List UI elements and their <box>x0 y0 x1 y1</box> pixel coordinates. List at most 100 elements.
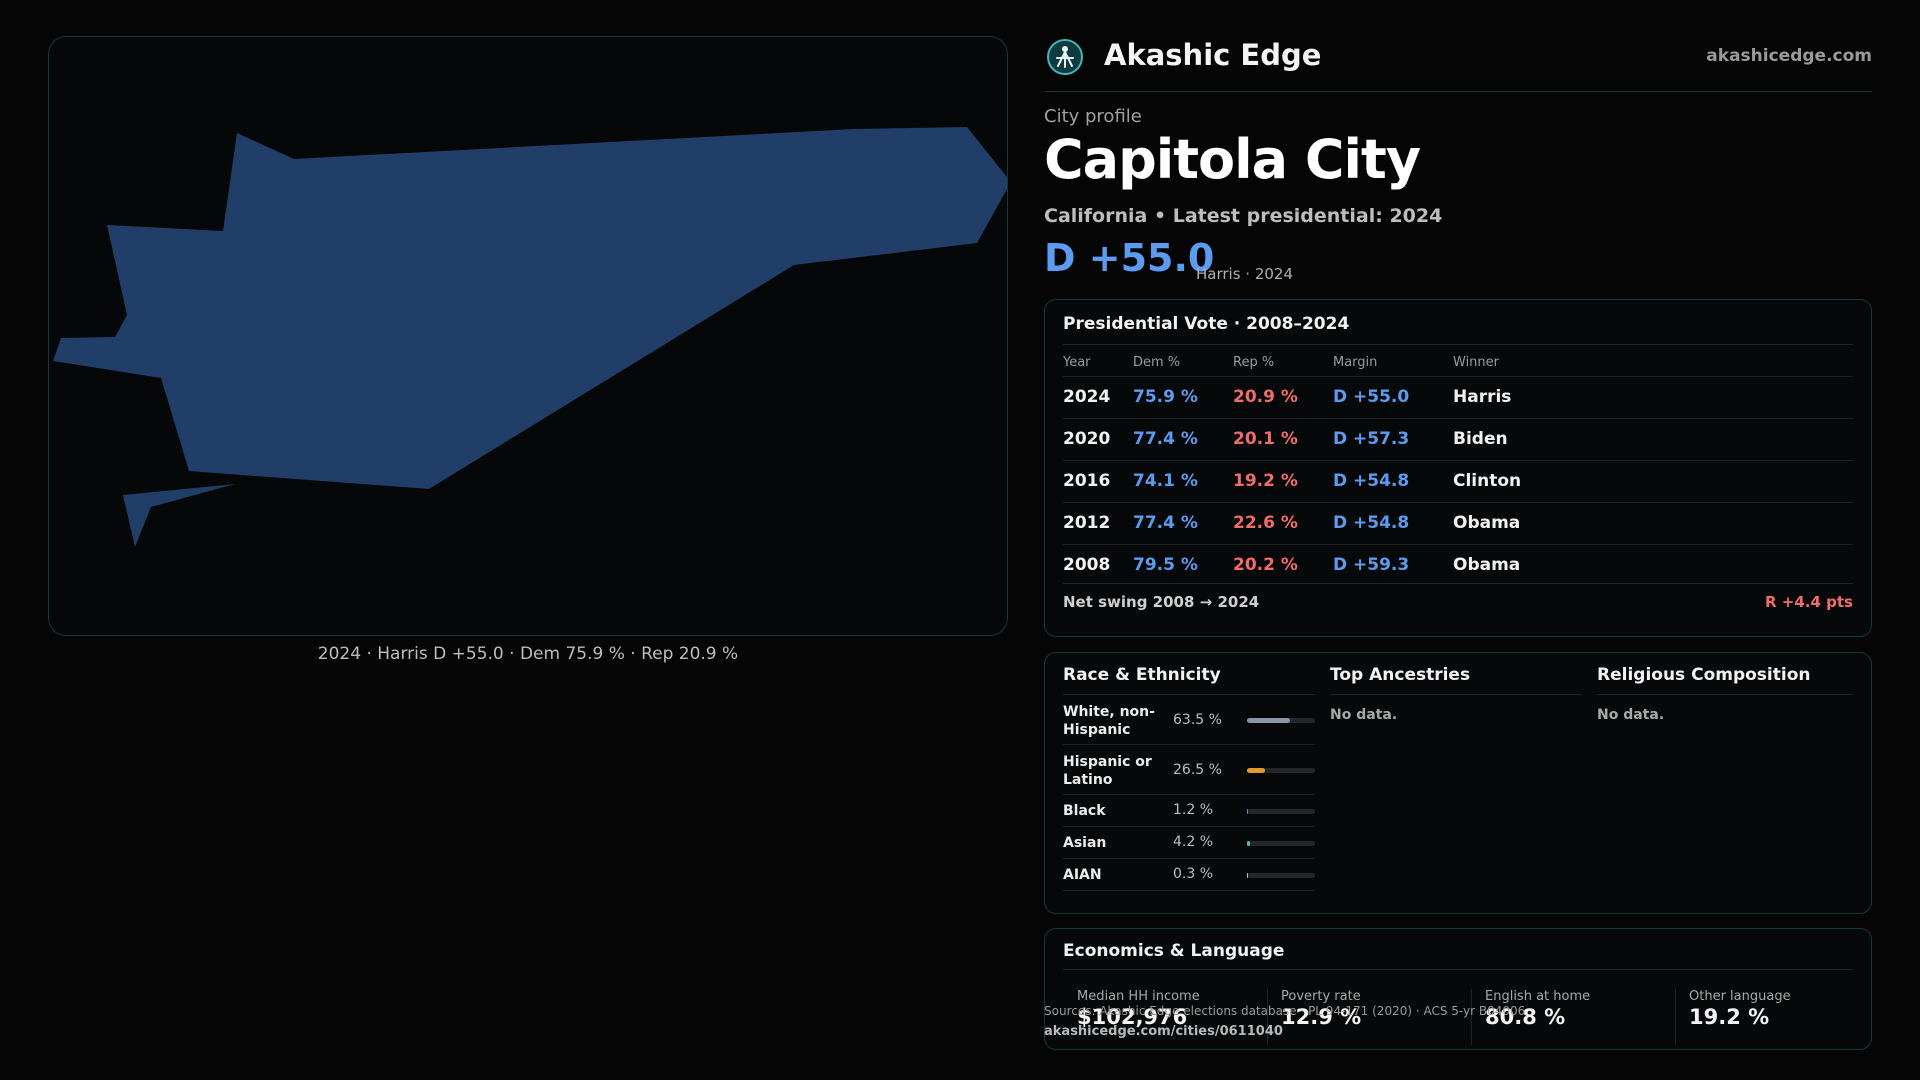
race-label: Black <box>1063 803 1106 819</box>
brand-name[interactable]: Akashic Edge <box>1104 38 1322 72</box>
race-bar <box>1247 768 1315 773</box>
city-map[interactable] <box>48 36 1008 636</box>
sources-note: Sources: Akashic Edge elections database… <box>1044 1004 1526 1018</box>
row-winner: Obama <box>1453 555 1521 575</box>
race-value: 26.5 % <box>1173 762 1222 778</box>
demographics-card: Race & Ethnicity White, non-Hispanic 63.… <box>1044 652 1872 914</box>
race-bar <box>1247 873 1315 878</box>
race-label: Asian <box>1063 835 1107 851</box>
table-row: 2012 77.4 % 22.6 % D +54.8 Obama <box>1063 502 1853 544</box>
row-year: 2024 <box>1063 387 1111 407</box>
stat-english-at-home: English at home 80.8 % <box>1471 989 1661 1045</box>
row-margin: D +55.0 <box>1333 387 1410 407</box>
city-boundary-shape <box>53 127 1007 489</box>
row-dem: 74.1 % <box>1133 471 1198 491</box>
race-value: 0.3 % <box>1173 866 1214 882</box>
divider <box>1063 344 1853 345</box>
akashic-edge-logo-icon[interactable] <box>1046 38 1084 76</box>
stat-other-language: Other language 19.2 % <box>1675 989 1865 1045</box>
brand-url-link[interactable]: akashicedge.com <box>1706 46 1872 66</box>
city-boundary-sliver <box>123 484 235 547</box>
net-swing-value: R +4.4 pts <box>1765 593 1853 611</box>
race-row: AIAN 0.3 % <box>1063 859 1315 891</box>
row-year: 2012 <box>1063 513 1111 533</box>
table-row: 2008 79.5 % 20.2 % D +59.3 Obama <box>1063 544 1853 586</box>
race-label: AIAN <box>1063 867 1102 883</box>
row-rep: 20.9 % <box>1233 387 1298 407</box>
table-row: 2016 74.1 % 19.2 % D +54.8 Clinton <box>1063 460 1853 502</box>
row-year: 2020 <box>1063 429 1111 449</box>
race-bar-fill <box>1247 809 1249 814</box>
profile-subtitle: California • Latest presidential: 2024 <box>1044 205 1443 227</box>
city-boundary-map <box>53 127 1007 547</box>
table-row: 2020 77.4 % 20.1 % D +57.3 Biden <box>1063 418 1853 460</box>
race-label: White, non-Hispanic <box>1063 704 1155 738</box>
brand-header: Akashic Edge akashicedge.com <box>1044 34 1872 92</box>
col-header-rep: Rep % <box>1233 355 1275 370</box>
race-value: 63.5 % <box>1173 712 1222 728</box>
row-margin: D +54.8 <box>1333 471 1410 491</box>
row-dem: 77.4 % <box>1133 513 1198 533</box>
page-title: Capitola City <box>1044 128 1421 191</box>
stat-label: Median HH income <box>1077 989 1200 1004</box>
ancestries-empty: No data. <box>1330 707 1398 723</box>
stat-median-income: Median HH income $102,976 <box>1063 989 1253 1045</box>
col-header-year: Year <box>1063 355 1091 370</box>
race-row: White, non-Hispanic 63.5 % <box>1063 695 1315 745</box>
vote-table-header: Year Dem % Rep % Margin Winner <box>1063 350 1853 376</box>
profile-type-label: City profile <box>1044 106 1142 127</box>
race-row: Asian 4.2 % <box>1063 827 1315 859</box>
permalink[interactable]: akashicedge.com/cities/0611040 <box>1044 1024 1283 1039</box>
row-dem: 79.5 % <box>1133 555 1198 575</box>
race-ethnicity-section: Race & Ethnicity White, non-Hispanic 63.… <box>1063 665 1315 891</box>
race-bar <box>1247 809 1315 814</box>
stat-value: 12.9 % <box>1281 1005 1362 1029</box>
stat-value: 19.2 % <box>1689 1005 1770 1029</box>
row-margin: D +57.3 <box>1333 429 1410 449</box>
race-bar-fill <box>1247 841 1250 846</box>
ancestries-title: Top Ancestries <box>1330 665 1582 695</box>
row-winner: Obama <box>1453 513 1521 533</box>
stat-label: Poverty rate <box>1281 989 1361 1004</box>
row-rep: 19.2 % <box>1233 471 1298 491</box>
profile-panel: Akashic Edge akashicedge.com City profil… <box>1044 0 1872 1080</box>
row-rep: 20.1 % <box>1233 429 1298 449</box>
race-ethnicity-title: Race & Ethnicity <box>1063 665 1315 695</box>
row-winner: Harris <box>1453 387 1512 407</box>
economics-title: Economics & Language <box>1063 941 1285 961</box>
net-swing-label: Net swing 2008 → 2024 <box>1063 593 1260 611</box>
race-bar-fill <box>1247 873 1249 878</box>
vote-card-title: Presidential Vote · 2008–2024 <box>1063 314 1350 334</box>
row-rep: 22.6 % <box>1233 513 1298 533</box>
stat-value: 80.8 % <box>1485 1005 1566 1029</box>
col-header-margin: Margin <box>1333 355 1378 370</box>
race-row: Black 1.2 % <box>1063 795 1315 827</box>
col-header-winner: Winner <box>1453 355 1500 370</box>
map-caption: 2024 · Harris D +55.0 · Dem 75.9 % · Rep… <box>317 644 739 664</box>
row-dem: 77.4 % <box>1133 429 1198 449</box>
race-value: 1.2 % <box>1173 802 1214 818</box>
stat-label: Other language <box>1689 989 1791 1004</box>
race-value: 4.2 % <box>1173 834 1214 850</box>
table-row: 2024 75.9 % 20.9 % D +55.0 Harris <box>1063 376 1853 418</box>
net-swing-row: Net swing 2008 → 2024 R +4.4 pts <box>1063 583 1853 623</box>
economics-card: Economics & Language Median HH income $1… <box>1044 928 1872 1050</box>
race-bar-fill <box>1247 768 1266 773</box>
race-label: Hispanic or Latino <box>1063 754 1152 788</box>
row-winner: Clinton <box>1453 471 1522 491</box>
row-margin: D +59.3 <box>1333 555 1410 575</box>
stat-value: $102,976 <box>1077 1005 1188 1029</box>
religion-section: Religious Composition No data. <box>1597 665 1853 723</box>
stat-poverty-rate: Poverty rate 12.9 % <box>1267 989 1457 1045</box>
race-bar <box>1247 841 1315 846</box>
headline-margin: D +55.0 <box>1044 236 1215 280</box>
divider <box>1471 989 1472 1045</box>
row-rep: 20.2 % <box>1233 555 1298 575</box>
headline-detail: Harris · 2024 <box>1196 265 1294 283</box>
divider <box>1063 969 1853 970</box>
religion-title: Religious Composition <box>1597 665 1853 695</box>
divider <box>1267 989 1268 1045</box>
religion-empty: No data. <box>1597 707 1665 723</box>
divider <box>1675 989 1676 1045</box>
presidential-vote-card: Presidential Vote · 2008–2024 Year Dem %… <box>1044 299 1872 637</box>
